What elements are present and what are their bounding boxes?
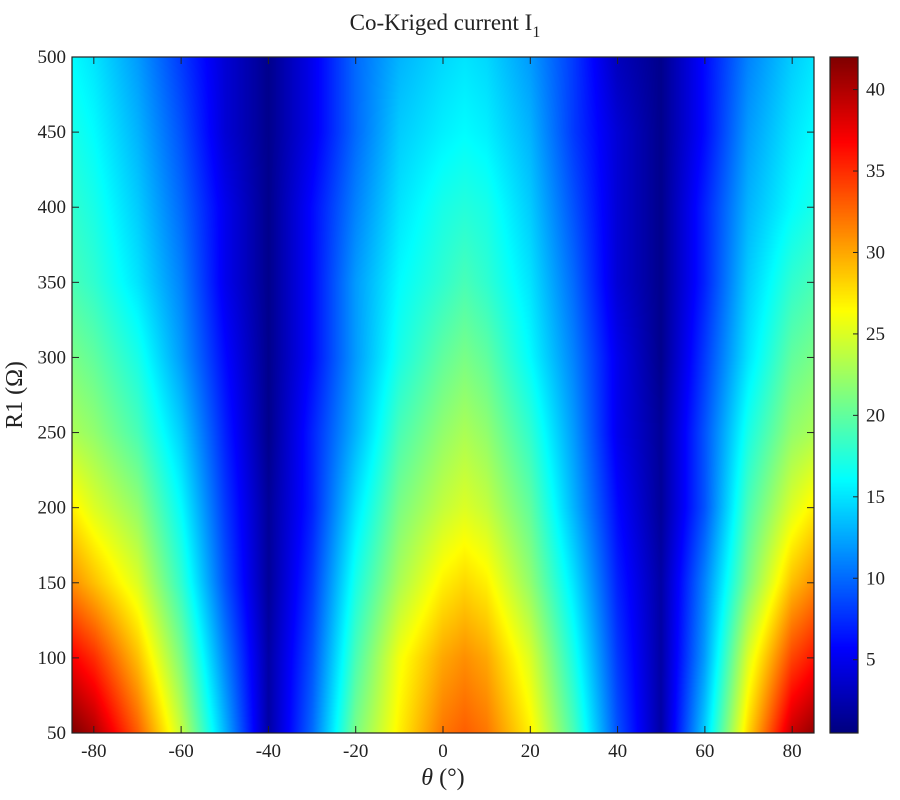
y-tick-label: 350 (38, 272, 67, 293)
y-tick-label: 450 (38, 122, 67, 143)
y-axis-ticks: 50 100 150 200 250 300 350 400 450 500 (38, 47, 814, 744)
colorbar-tick-label: 5 (866, 650, 876, 671)
colorbar-tick-label: 25 (866, 324, 885, 345)
x-axis-label-unit: (°) (439, 765, 465, 791)
colorbar-ticks: 5 10 15 20 25 30 35 40 (853, 80, 885, 671)
y-tick-label: 50 (47, 723, 66, 744)
x-axis-ticks: -80 -60 -40 -20 0 20 40 60 80 (81, 57, 802, 762)
chart-title-subscript: 1 (532, 24, 540, 41)
colorbar-tick-label: 10 (866, 568, 885, 589)
y-tick-label: 250 (38, 423, 67, 444)
y-tick-label: 200 (38, 498, 67, 519)
heatmap-canvas (72, 57, 814, 733)
x-axis-label: θ (°) (421, 765, 464, 791)
x-axis-label-symbol: θ (421, 765, 433, 791)
x-tick-label: 40 (608, 741, 627, 762)
colorbar-tick-label: 35 (866, 161, 885, 182)
x-tick-label: 0 (438, 741, 448, 762)
chart-title-main: Co-Kriged current I (350, 10, 533, 35)
x-tick-label: -40 (256, 741, 281, 762)
y-axis-label: R1 (Ω) (2, 361, 28, 429)
chart-title: Co-Kriged current I1 (350, 10, 541, 41)
y-tick-label: 150 (38, 573, 67, 594)
colorbar-tick-label: 40 (866, 80, 885, 101)
x-tick-label: 20 (521, 741, 540, 762)
x-tick-label: 80 (783, 741, 802, 762)
colorbar-canvas (830, 57, 858, 733)
colorbar-frame (829, 56, 859, 734)
y-tick-label: 300 (38, 347, 67, 368)
x-tick-label: 60 (695, 741, 714, 762)
colorbar-tick-label: 30 (866, 242, 885, 263)
x-tick-label: -60 (168, 741, 193, 762)
y-tick-label: 400 (38, 197, 67, 218)
x-tick-label: -20 (343, 741, 368, 762)
x-tick-label: -80 (81, 741, 106, 762)
colorbar (830, 57, 858, 733)
y-tick-label: 100 (38, 648, 67, 669)
colorbar-tick-label: 15 (866, 487, 885, 508)
y-tick-label: 500 (38, 47, 67, 68)
colorbar-tick-label: 20 (866, 405, 885, 426)
heatmap-plot-area (72, 57, 814, 733)
